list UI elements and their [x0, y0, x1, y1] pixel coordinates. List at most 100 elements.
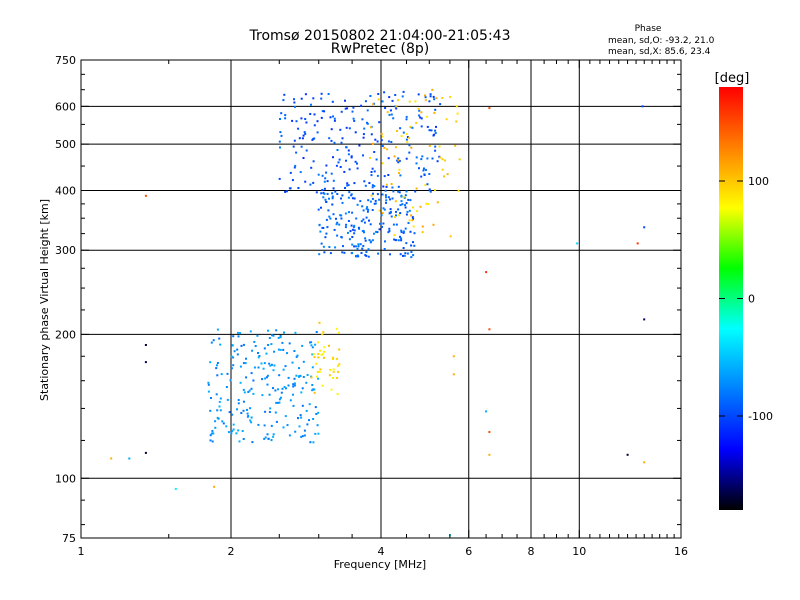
data-point	[315, 191, 318, 194]
x-tick-label: 4	[378, 545, 385, 558]
data-point	[219, 409, 222, 412]
data-point	[299, 414, 302, 417]
data-point	[364, 237, 367, 240]
data-point	[316, 375, 318, 378]
data-point	[250, 416, 253, 419]
data-point	[383, 175, 386, 178]
data-point	[232, 423, 235, 426]
data-point	[418, 167, 420, 170]
data-point	[351, 110, 354, 113]
data-point	[368, 182, 371, 184]
data-point	[430, 129, 433, 132]
data-point	[250, 421, 253, 424]
data-point	[409, 230, 412, 233]
data-point	[301, 344, 304, 347]
data-point	[432, 223, 435, 226]
data-point	[333, 228, 336, 231]
data-point	[239, 332, 242, 335]
data-point	[311, 366, 314, 369]
data-point	[312, 97, 315, 100]
data-point	[396, 130, 398, 132]
data-point	[366, 122, 369, 125]
data-point	[336, 393, 339, 396]
data-point	[349, 230, 352, 233]
data-point	[420, 111, 423, 114]
data-point	[351, 211, 354, 214]
data-point	[380, 214, 383, 217]
data-point	[327, 93, 330, 95]
data-point	[278, 374, 281, 377]
colorbar-tick-label: 0	[748, 293, 755, 306]
data-point	[335, 217, 337, 220]
data-point	[263, 437, 266, 440]
data-point	[375, 230, 378, 233]
data-point	[439, 103, 442, 106]
data-point	[332, 371, 335, 373]
data-point	[291, 119, 294, 122]
data-point	[402, 254, 404, 257]
data-point	[428, 188, 431, 191]
data-point	[289, 399, 292, 402]
data-point	[385, 185, 388, 188]
data-point	[313, 356, 316, 359]
data-point	[279, 118, 281, 120]
data-point	[397, 157, 400, 160]
data-point	[341, 194, 344, 197]
data-point	[329, 368, 332, 371]
data-point	[216, 409, 219, 412]
data-point	[322, 352, 324, 355]
data-point	[144, 361, 147, 364]
data-point	[348, 191, 351, 194]
data-point	[302, 134, 305, 137]
data-point	[399, 174, 402, 177]
data-point	[324, 236, 327, 239]
data-point	[400, 231, 403, 234]
axis-ticks: 1 2 4 6 8 10 16 75 100 200 300 400 500 600 750	[55, 54, 688, 558]
data-point	[272, 435, 275, 438]
data-point	[332, 156, 334, 159]
data-point	[348, 127, 351, 130]
data-point	[279, 131, 282, 134]
data-point	[385, 201, 387, 204]
data-point	[371, 197, 374, 200]
data-point	[303, 131, 306, 134]
data-point	[400, 237, 403, 240]
data-point	[304, 93, 307, 96]
data-point	[374, 199, 377, 202]
data-point	[426, 183, 429, 186]
data-point	[424, 96, 427, 99]
data-point	[292, 393, 294, 396]
data-point	[403, 196, 406, 199]
data-point	[336, 234, 339, 237]
data-point	[382, 222, 385, 225]
data-point	[297, 417, 299, 420]
data-point	[346, 107, 349, 110]
data-point	[280, 134, 283, 137]
data-point	[295, 355, 298, 358]
data-point	[312, 441, 315, 444]
data-point	[220, 373, 223, 376]
data-point	[231, 344, 234, 347]
data-point	[370, 194, 373, 197]
data-point	[310, 341, 313, 344]
data-point	[365, 207, 368, 210]
data-point	[293, 384, 296, 387]
data-point	[267, 344, 270, 346]
data-point	[402, 231, 405, 234]
data-point	[404, 206, 407, 209]
data-point	[323, 192, 326, 195]
data-point	[251, 349, 254, 352]
data-point	[379, 222, 381, 225]
data-point	[351, 252, 354, 255]
data-point	[386, 148, 389, 151]
data-point	[216, 416, 219, 419]
data-point	[383, 208, 386, 211]
data-point	[378, 209, 381, 212]
data-point	[397, 190, 399, 193]
data-point	[360, 252, 363, 254]
data-point	[263, 347, 266, 350]
data-point	[320, 97, 323, 100]
data-point	[219, 343, 222, 346]
data-point	[641, 105, 644, 108]
data-point	[212, 432, 215, 435]
